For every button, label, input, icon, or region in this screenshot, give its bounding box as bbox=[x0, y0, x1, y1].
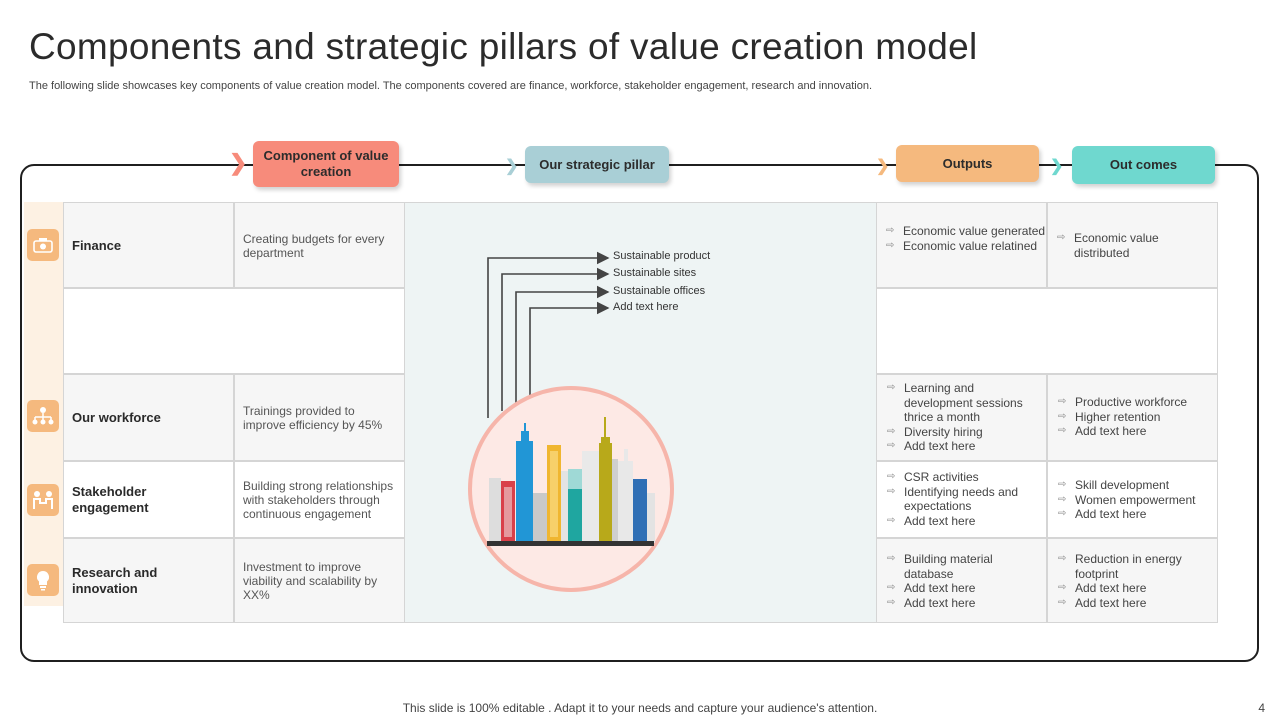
outcomes-list: Reduction in energy footprint Add text h… bbox=[1058, 552, 1208, 610]
city-ground bbox=[487, 541, 654, 546]
row-description: Building strong relationships with stake… bbox=[243, 479, 394, 521]
row-workforce-name-cell bbox=[63, 374, 234, 461]
footer-note: This slide is 100% editable . Adapt it t… bbox=[402, 701, 878, 715]
outputs-list: CSR activities Identifying needs and exp… bbox=[887, 470, 1037, 528]
building bbox=[561, 471, 568, 543]
pillar-illustration bbox=[468, 251, 674, 592]
header-outcomes: Out comes bbox=[1072, 146, 1215, 184]
output-item: Add text here bbox=[887, 581, 1037, 596]
row-finance-name-cell bbox=[63, 202, 234, 288]
pillar-arrow bbox=[529, 301, 610, 400]
row-stakeholder-desc-cell bbox=[234, 461, 405, 538]
page-number: 4 bbox=[1258, 701, 1265, 715]
pillar-label: Sustainable offices bbox=[613, 285, 706, 297]
money-icon bbox=[27, 229, 59, 261]
outcome-item: Skill development bbox=[1058, 478, 1216, 493]
outcome-item: Add text here bbox=[1058, 581, 1208, 596]
pillar-arrow bbox=[515, 285, 610, 405]
header-component: Component of value creation bbox=[253, 141, 399, 187]
org-chart-icon bbox=[27, 400, 59, 432]
pillar-label: Sustainable sites bbox=[613, 267, 697, 279]
outputs-list: Learning and development sessions thrice… bbox=[887, 381, 1045, 454]
building bbox=[599, 443, 612, 543]
outputs-list: Economic value generated Economic value … bbox=[886, 224, 1046, 253]
outcome-item: Economic value distributed bbox=[1057, 231, 1207, 260]
building bbox=[612, 459, 618, 543]
output-item: CSR activities bbox=[887, 470, 1037, 485]
row-description: Trainings provided to improve efficiency… bbox=[243, 404, 383, 432]
strategic-pillar-panel: Sustainable product Sustainable sites Su… bbox=[405, 202, 876, 623]
building bbox=[489, 478, 501, 543]
row-name: Our workforce bbox=[72, 410, 161, 425]
row-research-name-cell bbox=[63, 538, 234, 623]
pillar-arrow bbox=[487, 251, 610, 418]
building bbox=[618, 461, 633, 543]
output-item: Economic value relatined bbox=[886, 239, 1046, 254]
pillar-label: Add text here bbox=[613, 301, 679, 313]
chevron-right-icon: ❯ bbox=[229, 150, 248, 175]
outcome-item: Add text here bbox=[1058, 507, 1216, 522]
output-item: Add text here bbox=[887, 596, 1037, 611]
slide-title: Components and strategic pillars of valu… bbox=[29, 26, 978, 67]
outcome-item: Add text here bbox=[1058, 596, 1208, 611]
chevron-right-icon: ❯ bbox=[876, 158, 890, 175]
row-name: Research and innovation bbox=[72, 565, 158, 596]
blank-cell bbox=[63, 288, 405, 374]
row-name: Stakeholder engagement bbox=[72, 484, 149, 515]
outcomes-list: Skill development Women empowerment Add … bbox=[1058, 478, 1216, 522]
outcome-item: Productive workforce bbox=[1058, 395, 1213, 410]
blank-cell bbox=[876, 288, 1218, 374]
outcomes-list: Productive workforce Higher retention Ad… bbox=[1058, 395, 1213, 439]
building bbox=[582, 451, 599, 543]
output-item: Add text here bbox=[887, 439, 1045, 454]
output-item: Diversity hiring bbox=[887, 425, 1045, 440]
chevron-right-icon: ❯ bbox=[1050, 158, 1064, 175]
outcome-item: Add text here bbox=[1058, 424, 1213, 439]
row-workforce-desc-cell bbox=[234, 374, 405, 461]
output-item: Economic value generated bbox=[886, 224, 1046, 239]
building bbox=[633, 479, 647, 543]
header-outputs: Outputs bbox=[896, 145, 1039, 182]
header-pillar: Our strategic pillar bbox=[525, 146, 669, 183]
outcomes-list: Economic value distributed bbox=[1057, 231, 1207, 260]
outputs-list: Building material database Add text here… bbox=[887, 552, 1037, 610]
row-name: Finance bbox=[72, 238, 122, 253]
outcome-item: Women empowerment bbox=[1058, 493, 1216, 508]
row-description: Investment to improve viability and scal… bbox=[243, 560, 378, 602]
pillar-label: Sustainable product bbox=[613, 250, 711, 262]
building bbox=[516, 441, 533, 543]
lightbulb-icon bbox=[27, 564, 59, 596]
row-research-desc-cell bbox=[234, 538, 405, 623]
building bbox=[647, 493, 655, 543]
output-item: Identifying needs and expectations bbox=[887, 485, 1037, 514]
building bbox=[533, 493, 547, 543]
chevron-right-icon: ❯ bbox=[505, 158, 519, 175]
handshake-icon bbox=[27, 484, 59, 516]
row-finance-desc-cell bbox=[234, 202, 405, 288]
outcome-item: Reduction in energy footprint bbox=[1058, 552, 1208, 581]
output-item: Building material database bbox=[887, 552, 1037, 581]
slide-subtitle: The following slide showcases key compon… bbox=[29, 80, 872, 92]
pillar-arrow bbox=[501, 267, 610, 411]
output-item: Add text here bbox=[887, 514, 1037, 529]
row-stakeholder-name-cell bbox=[63, 461, 234, 538]
outcome-item: Higher retention bbox=[1058, 410, 1213, 425]
row-description: Creating budgets for every department bbox=[243, 232, 385, 260]
output-item: Learning and development sessions thrice… bbox=[887, 381, 1045, 425]
